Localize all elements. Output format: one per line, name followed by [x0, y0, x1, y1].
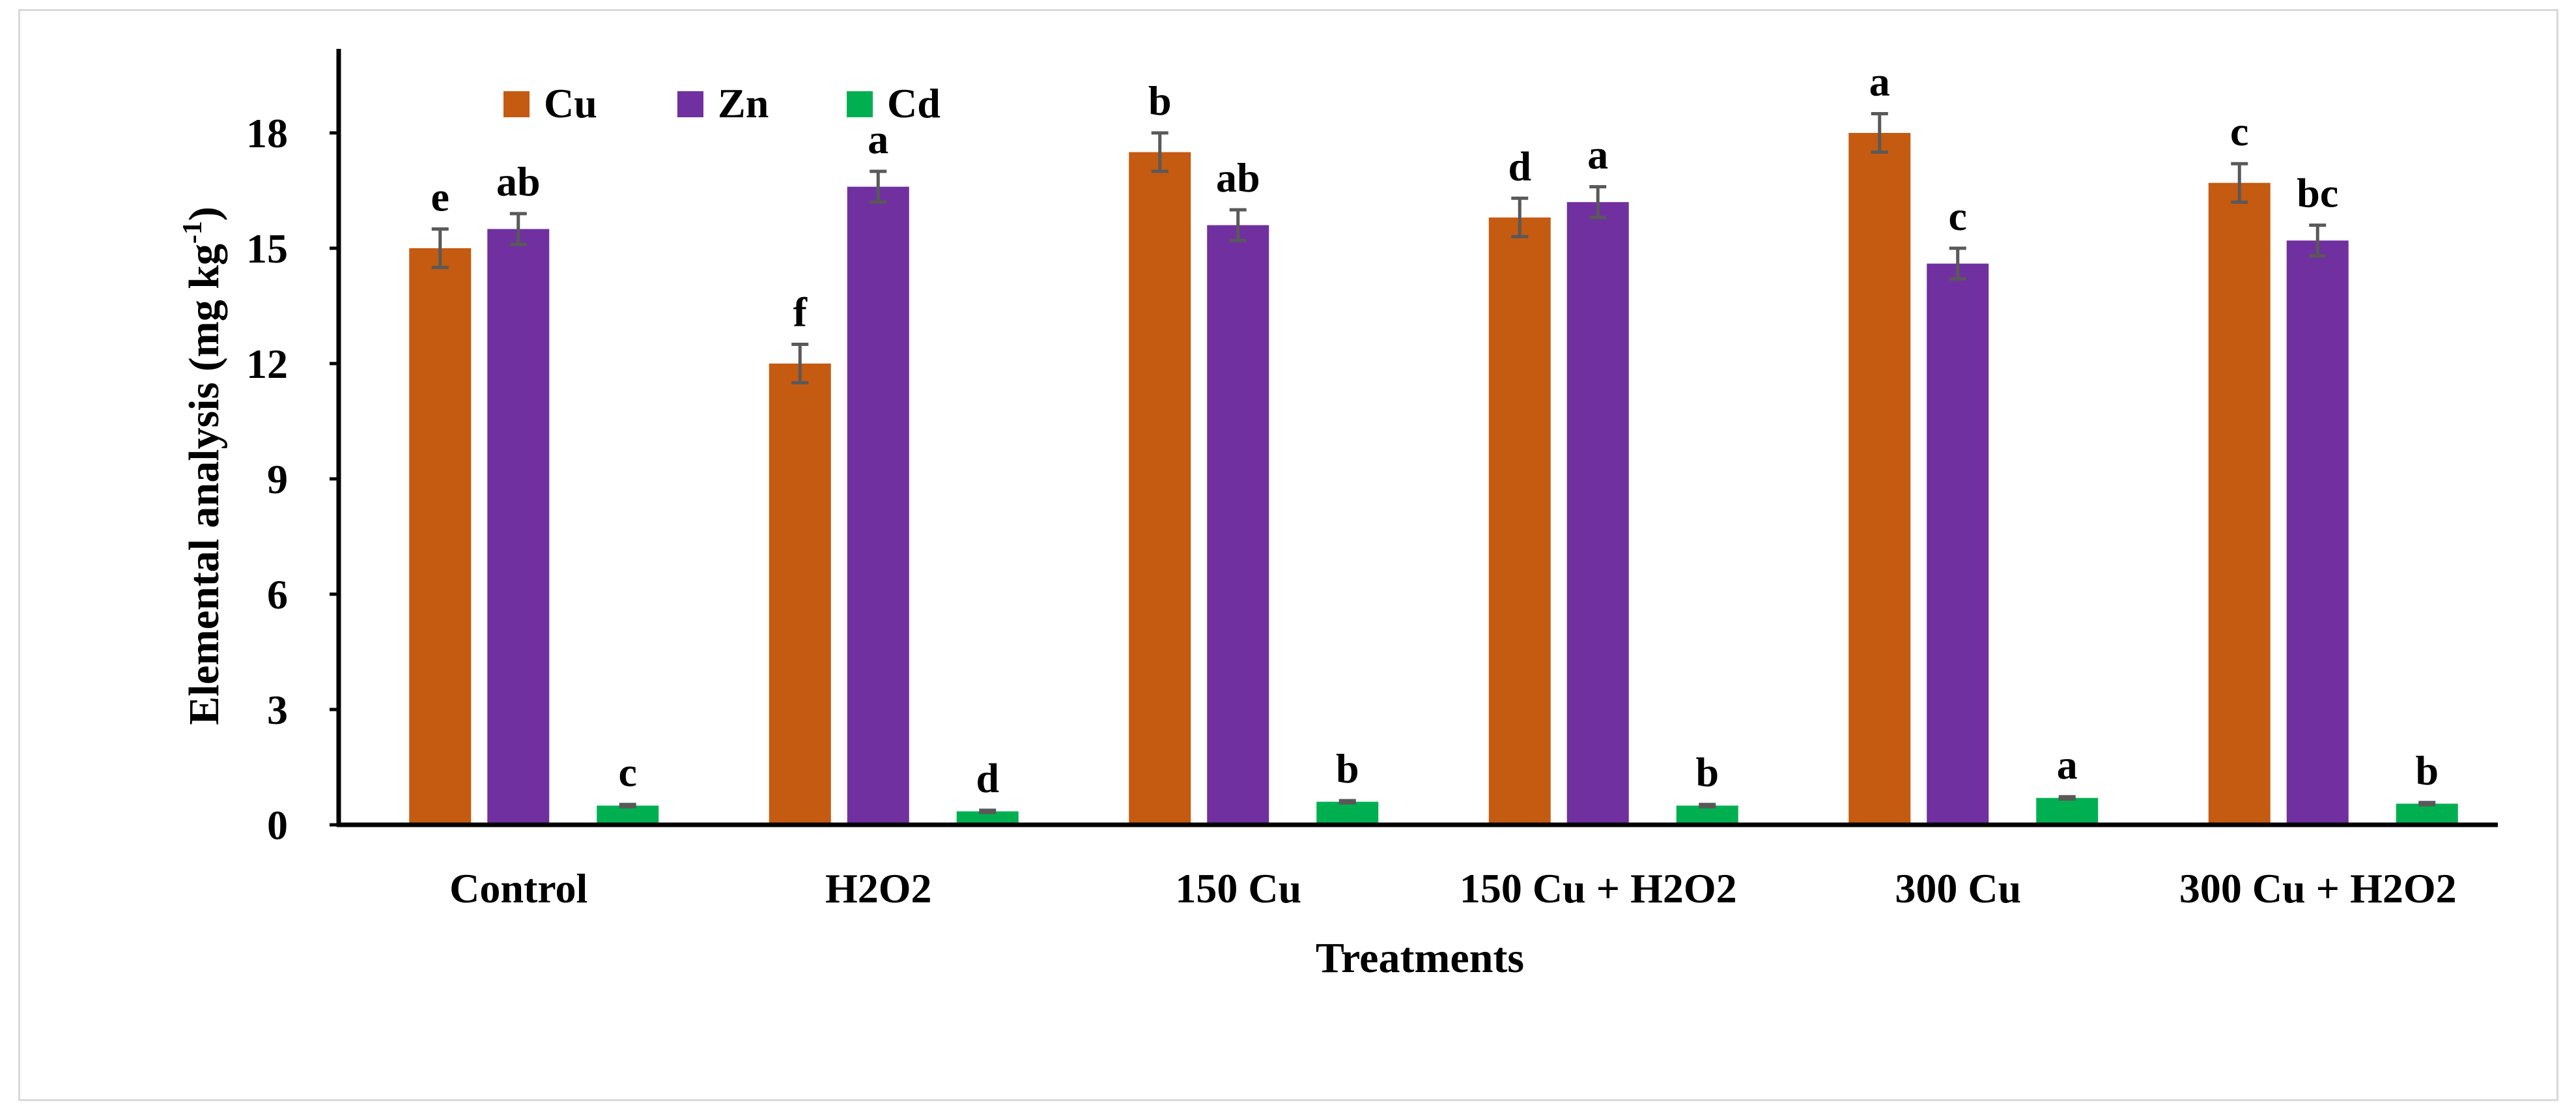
legend-label: Cd [887, 80, 941, 126]
legend-swatch [847, 91, 873, 117]
x-tick-labels-layer: Control H2O2 150 Cu 150 Cu + H2O2 300 Cu 300 … [449, 865, 2457, 911]
error-bar-cu [1511, 196, 1529, 238]
error-bar-zn [509, 212, 527, 246]
significance-letter-cd: b [1695, 749, 1719, 796]
bar-cu [2208, 182, 2271, 825]
error-bar-cu [1871, 112, 1888, 154]
y-ticks-layer: 0 3 6 9 12 15 18 [246, 110, 339, 848]
x-tick-label: H2O2 [825, 865, 932, 911]
x-tick-label: 150 Cu [1175, 865, 1301, 911]
legend-item-cd: Cd [847, 80, 941, 126]
error-bar-cd [1338, 799, 1356, 805]
significance-letter-zn: bc [2297, 170, 2338, 216]
y-tick-label: 15 [246, 225, 288, 272]
bar-cu [1488, 217, 1551, 825]
legend-swatch [677, 91, 703, 117]
significance-letter-cu: f [793, 289, 808, 336]
bar-cu [1848, 133, 1911, 825]
significance-letter-cd: b [2415, 747, 2439, 794]
error-bar-zn [1589, 185, 1607, 220]
x-axis-title: Treatments [1316, 934, 1524, 982]
y-axis-title-main: Elemental analysis (mg kg [180, 244, 228, 725]
significance-letter-cd: b [1336, 745, 1359, 792]
error-bar-cu [431, 227, 449, 269]
bar-zn [847, 186, 909, 825]
bar-zn [1207, 225, 1269, 825]
error-bar-zn [1949, 246, 1966, 281]
significance-letter-cu: e [431, 174, 449, 220]
significance-letter-cd: a [2057, 741, 2078, 788]
significance-letter-cu: a [1869, 59, 1890, 105]
bar-cu [409, 248, 472, 825]
bar-cd [597, 805, 659, 825]
error-bar-cd [1699, 803, 1716, 809]
significance-letter-cu: d [1508, 143, 1531, 189]
significance-letter-cd: d [976, 755, 999, 801]
significance-letter-cu: c [2230, 108, 2248, 154]
significance-letter-zn: a [1587, 132, 1608, 178]
legend-item-cu: Cu [503, 80, 597, 126]
legend-label: Zn [718, 80, 769, 126]
error-bars-layer [431, 112, 2436, 814]
bar-zn [2286, 240, 2349, 825]
error-bar-zn [2309, 223, 2327, 258]
x-tick-label: 150 Cu + H2O2 [1460, 865, 1737, 911]
bar-cd [2036, 797, 2099, 825]
error-bar-cu [2231, 162, 2248, 204]
x-tick-label: 300 Cu + H2O2 [2179, 865, 2457, 911]
bar-cd [1676, 805, 1738, 825]
bar-zn [487, 229, 550, 825]
y-axis-title-close: ) [180, 207, 228, 221]
error-bar-cd [2418, 801, 2436, 807]
y-tick-label: 3 [267, 687, 288, 733]
significance-letter-zn: ab [1216, 154, 1260, 201]
y-tick-label: 9 [267, 456, 288, 502]
error-bar-zn [870, 169, 887, 204]
significance-letter-zn: ab [496, 158, 541, 205]
significance-letter-zn: a [868, 116, 888, 162]
error-bar-zn [1229, 208, 1247, 242]
bar-cd [956, 811, 1019, 825]
x-tick-label: Control [449, 865, 587, 911]
bar-zn [1566, 202, 1629, 825]
bar-cu [1129, 152, 1191, 825]
y-tick-label: 18 [246, 110, 288, 156]
bar-cu [769, 364, 831, 825]
bar-zn [1927, 263, 1989, 825]
legend-label: Cu [544, 80, 597, 126]
bar-cd [2396, 803, 2458, 825]
legend-item-zn: Zn [677, 80, 769, 126]
bar-cd [1316, 801, 1379, 825]
bars-layer [409, 133, 2458, 825]
y-tick-label: 6 [267, 571, 288, 618]
significance-letter-zn: c [1949, 193, 1967, 239]
y-tick-label: 0 [267, 802, 288, 848]
error-bar-cd [979, 809, 997, 814]
x-tick-label: 300 Cu [1895, 865, 2021, 911]
legend: Cu Zn Cd [503, 80, 941, 126]
legend-swatch [503, 91, 530, 117]
error-bar-cd [619, 803, 636, 809]
y-axis-title: Elemental analysis (mg kg-1) [178, 207, 228, 725]
error-bar-cu [1151, 131, 1168, 173]
y-axis-title-superscript: -1 [178, 221, 208, 244]
error-bar-cu [791, 343, 809, 384]
significance-letter-cd: c [619, 749, 637, 796]
error-bar-cd [2058, 795, 2076, 801]
significance-letter-cu: b [1148, 78, 1172, 124]
y-tick-label: 12 [246, 341, 288, 387]
